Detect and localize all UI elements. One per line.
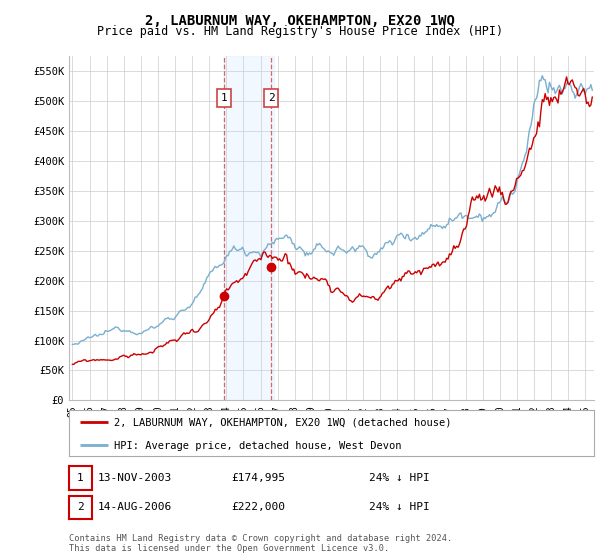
Text: 2: 2 — [268, 93, 275, 103]
Text: Price paid vs. HM Land Registry's House Price Index (HPI): Price paid vs. HM Land Registry's House … — [97, 25, 503, 38]
Text: 24% ↓ HPI: 24% ↓ HPI — [369, 502, 430, 512]
Text: 13-NOV-2003: 13-NOV-2003 — [98, 473, 172, 483]
Text: 24% ↓ HPI: 24% ↓ HPI — [369, 473, 430, 483]
Text: 14-AUG-2006: 14-AUG-2006 — [98, 502, 172, 512]
Text: 1: 1 — [221, 93, 227, 103]
Bar — [224, 56, 274, 400]
Text: Contains HM Land Registry data © Crown copyright and database right 2024.
This d: Contains HM Land Registry data © Crown c… — [69, 534, 452, 553]
Text: HPI: Average price, detached house, West Devon: HPI: Average price, detached house, West… — [113, 441, 401, 451]
Text: 2: 2 — [77, 502, 84, 512]
Text: 1: 1 — [77, 473, 84, 483]
Text: £222,000: £222,000 — [231, 502, 285, 512]
Text: £174,995: £174,995 — [231, 473, 285, 483]
Text: 2, LABURNUM WAY, OKEHAMPTON, EX20 1WQ: 2, LABURNUM WAY, OKEHAMPTON, EX20 1WQ — [145, 14, 455, 28]
Text: 2, LABURNUM WAY, OKEHAMPTON, EX20 1WQ (detached house): 2, LABURNUM WAY, OKEHAMPTON, EX20 1WQ (d… — [113, 418, 451, 428]
